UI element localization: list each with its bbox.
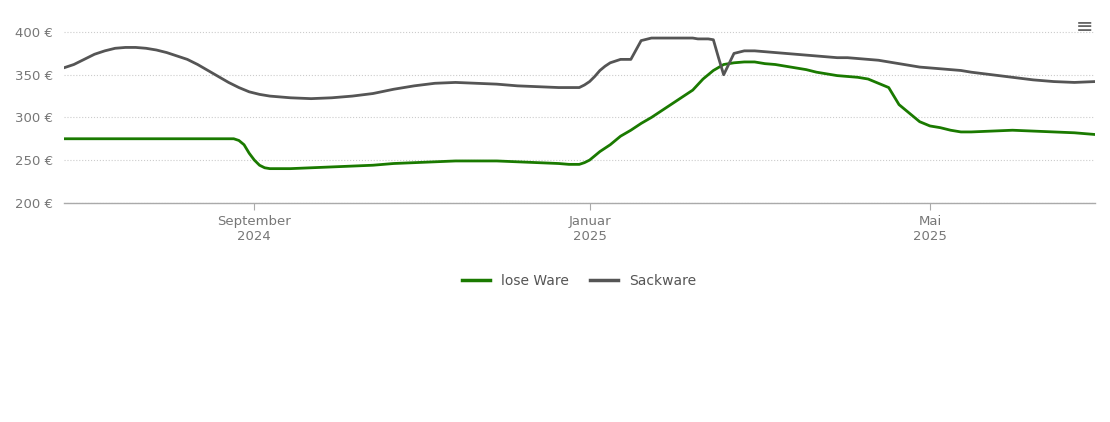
Legend: lose Ware, Sackware: lose Ware, Sackware bbox=[457, 268, 702, 293]
Text: ≡: ≡ bbox=[1076, 17, 1093, 37]
